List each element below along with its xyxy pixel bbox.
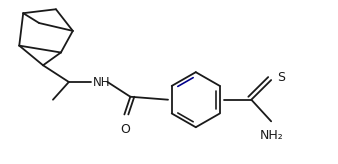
Text: NH: NH [93,76,110,90]
Text: O: O [120,123,130,136]
Text: S: S [277,71,285,84]
Text: NH₂: NH₂ [259,129,283,142]
